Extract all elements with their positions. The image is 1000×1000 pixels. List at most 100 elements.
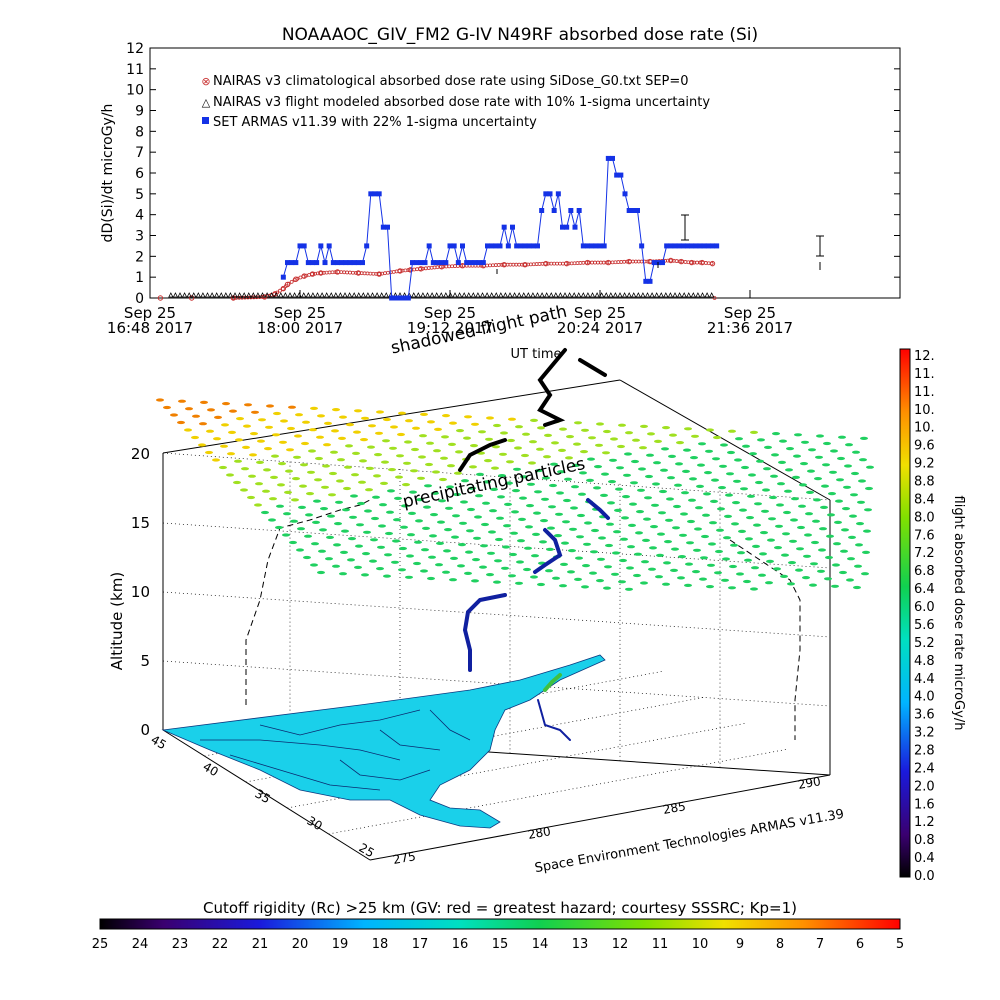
dose-marker (554, 534, 562, 538)
data-point (610, 155, 615, 161)
dose-marker (417, 476, 425, 480)
dose-marker (842, 507, 850, 511)
data-point (326, 243, 332, 249)
dose-marker (682, 469, 690, 473)
data-point (455, 260, 461, 266)
data-point (405, 295, 411, 301)
dose-marker (602, 451, 610, 455)
dose-marker (256, 460, 264, 464)
dose-marker (434, 427, 442, 431)
dose-marker (716, 528, 724, 532)
dose-marker (438, 499, 446, 503)
dose-marker (502, 545, 510, 549)
colorbar-tick-label: 5.6 (914, 618, 935, 633)
dose-marker (282, 533, 290, 537)
dose-marker (714, 571, 722, 575)
flight-path (458, 348, 610, 741)
dose-marker (266, 404, 274, 408)
dose-marker (384, 553, 392, 557)
dose-marker (819, 527, 827, 531)
data-point (601, 243, 607, 249)
dose-marker (629, 502, 637, 506)
dose-marker (361, 416, 369, 420)
dose-marker (300, 463, 308, 467)
dose-marker (299, 484, 307, 488)
dose-marker (484, 459, 492, 463)
y-tick-label: 0 (135, 291, 144, 307)
dose-marker (545, 569, 553, 573)
dose-marker (473, 536, 481, 540)
data-point (585, 292, 591, 298)
colorbar-tick-label: 3.2 (914, 726, 935, 741)
data-point (269, 292, 275, 298)
dose-marker (423, 505, 431, 509)
data-point (310, 292, 316, 298)
dose-marker (318, 549, 326, 553)
colorbar-tick-label: 25 (92, 937, 109, 952)
dose-marker (457, 564, 465, 568)
data-point (157, 295, 164, 301)
dose-marker (329, 471, 337, 476)
dose-marker (841, 528, 849, 532)
longitude-tick-label: 285 (662, 799, 687, 817)
dose-marker (608, 480, 616, 484)
data-point (572, 224, 578, 230)
dose-marker (751, 566, 759, 570)
dose-marker (814, 477, 822, 481)
dose-marker (694, 527, 702, 531)
dose-marker (382, 439, 390, 443)
dose-marker (437, 520, 445, 524)
data-point (181, 292, 188, 298)
dose-marker (755, 480, 763, 485)
dose-marker (386, 510, 394, 514)
dose-marker (866, 465, 874, 469)
data-point (522, 261, 528, 268)
dose-marker (637, 488, 645, 492)
dose-marker (442, 570, 450, 574)
data-point (699, 292, 706, 298)
dose-marker (731, 522, 739, 526)
dose-marker (350, 494, 358, 498)
dose-marker (226, 473, 234, 477)
dose-marker (549, 483, 557, 488)
dose-marker (312, 520, 320, 525)
dose-marker (227, 452, 235, 456)
dose-marker (205, 450, 213, 455)
data-point (690, 292, 696, 298)
dose-marker (406, 554, 414, 558)
dose-marker (303, 555, 311, 560)
data-point (643, 278, 649, 284)
colorbar-tick-label: 18 (372, 937, 389, 952)
dose-marker (526, 504, 534, 508)
longitude-ticks: 275 280 285 290 (392, 774, 822, 867)
data-point (255, 292, 261, 298)
dose-marker (673, 504, 681, 509)
dose-marker (497, 495, 505, 499)
dose-marker (606, 522, 614, 526)
dose-marker (610, 437, 618, 441)
dose-marker (276, 504, 284, 508)
dose-marker (679, 533, 687, 537)
dose-marker (177, 420, 185, 425)
data-point (391, 269, 396, 274)
dose-marker (425, 462, 433, 467)
data-point (297, 243, 303, 249)
colorbar-tick-label: 1.2 (914, 815, 935, 830)
ground-track (245, 499, 371, 705)
data-point (280, 274, 286, 280)
dose-marker (427, 576, 435, 581)
dose-marker (696, 484, 704, 488)
data-point (264, 292, 270, 298)
data-point (186, 292, 192, 298)
dose-marker (265, 425, 273, 429)
data-point (663, 292, 669, 298)
dose-marker (479, 565, 487, 569)
data-point (640, 292, 646, 298)
dose-marker (591, 528, 599, 533)
dose-marker (676, 441, 684, 445)
dose-marker (562, 520, 570, 524)
dose-marker (340, 550, 348, 555)
dose-marker (711, 478, 719, 482)
dose-marker (412, 426, 420, 430)
dose-marker (659, 489, 667, 494)
